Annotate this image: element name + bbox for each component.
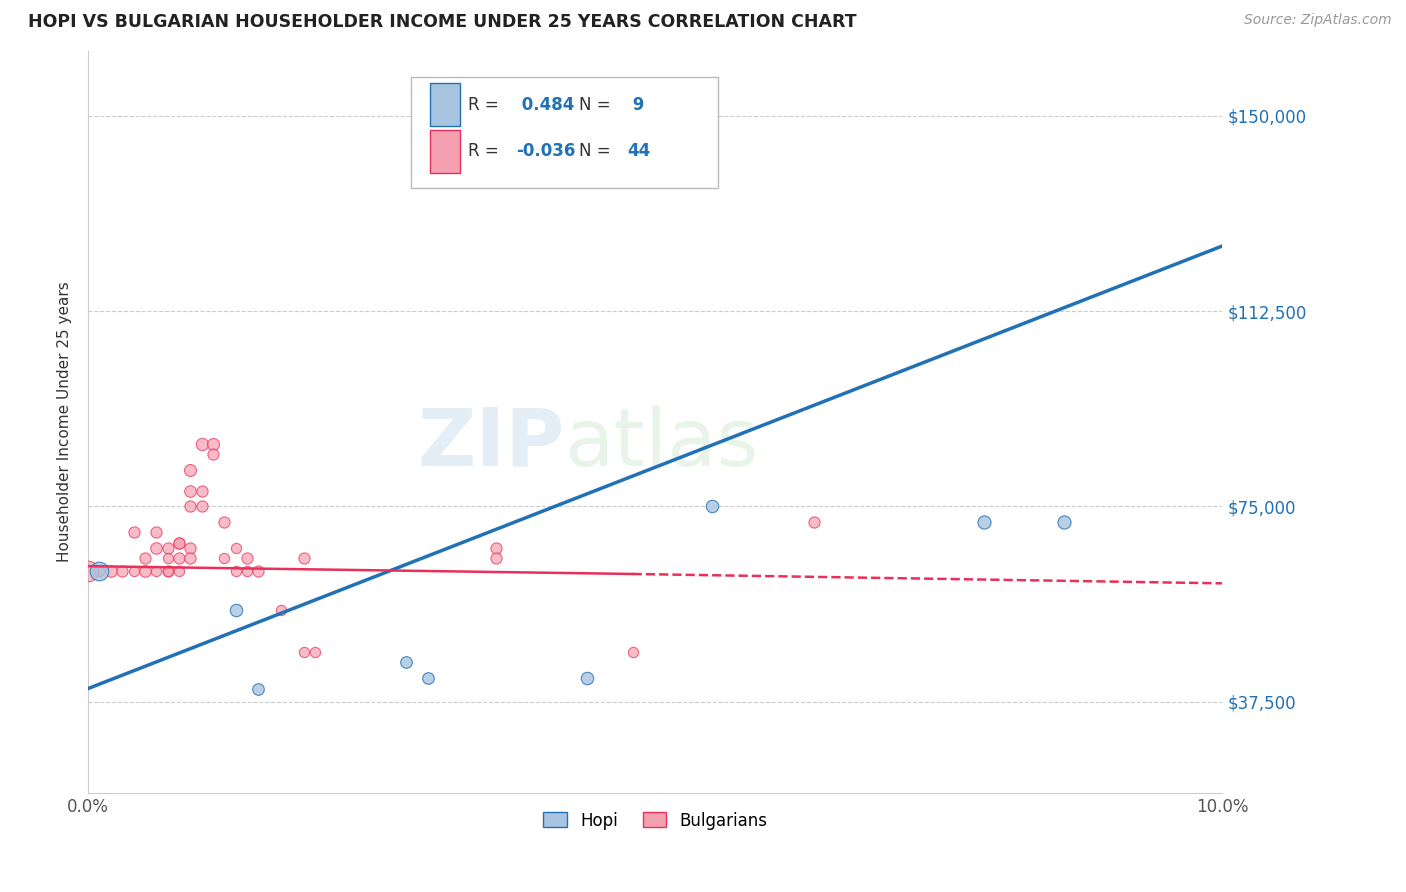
FancyBboxPatch shape	[430, 130, 460, 172]
Legend: Hopi, Bulgarians: Hopi, Bulgarians	[537, 805, 773, 837]
Text: R =: R =	[468, 143, 505, 161]
Point	[225, 565, 247, 579]
FancyBboxPatch shape	[430, 84, 460, 126]
FancyBboxPatch shape	[412, 77, 717, 188]
Text: 44: 44	[627, 143, 650, 161]
Point	[190, 437, 212, 451]
Point	[485, 541, 508, 555]
Point	[395, 656, 418, 670]
Point	[156, 541, 179, 555]
Point	[134, 551, 156, 566]
Text: atlas: atlas	[565, 405, 759, 483]
Point	[247, 565, 270, 579]
Point	[156, 551, 179, 566]
Point	[190, 500, 212, 514]
Point	[122, 565, 145, 579]
Text: R =: R =	[468, 95, 505, 113]
Point	[236, 551, 259, 566]
Point	[418, 671, 440, 685]
Point	[190, 483, 212, 498]
Point	[167, 535, 190, 549]
Point	[122, 525, 145, 540]
Point	[145, 525, 167, 540]
Point	[89, 565, 111, 579]
Point	[201, 447, 224, 461]
Point	[156, 565, 179, 579]
Text: N =: N =	[579, 95, 616, 113]
Point	[700, 500, 723, 514]
Point	[247, 681, 270, 696]
Point	[292, 645, 315, 659]
Text: -0.036: -0.036	[516, 143, 575, 161]
Point	[304, 645, 326, 659]
Point	[134, 565, 156, 579]
Point	[179, 551, 201, 566]
Point	[621, 645, 644, 659]
Point	[167, 551, 190, 566]
Text: N =: N =	[579, 143, 616, 161]
Point	[485, 551, 508, 566]
Point	[89, 565, 111, 579]
Point	[236, 565, 259, 579]
Point	[225, 541, 247, 555]
Point	[179, 541, 201, 555]
Point	[156, 565, 179, 579]
Point	[225, 603, 247, 617]
Point	[179, 463, 201, 477]
Point	[214, 551, 236, 566]
Point	[100, 565, 122, 579]
Point	[77, 565, 100, 579]
Point	[167, 565, 190, 579]
Text: HOPI VS BULGARIAN HOUSEHOLDER INCOME UNDER 25 YEARS CORRELATION CHART: HOPI VS BULGARIAN HOUSEHOLDER INCOME UND…	[28, 13, 856, 31]
Point	[167, 535, 190, 549]
Text: 9: 9	[627, 95, 644, 113]
Point	[973, 515, 995, 529]
Point	[179, 483, 201, 498]
Text: 0.484: 0.484	[516, 95, 574, 113]
Point	[576, 671, 599, 685]
Point	[201, 437, 224, 451]
Point	[179, 500, 201, 514]
Text: Source: ZipAtlas.com: Source: ZipAtlas.com	[1244, 13, 1392, 28]
Point	[292, 551, 315, 566]
Point	[803, 515, 825, 529]
Point	[111, 565, 134, 579]
Y-axis label: Householder Income Under 25 years: Householder Income Under 25 years	[58, 281, 72, 562]
Point	[145, 565, 167, 579]
Point	[270, 603, 292, 617]
Text: ZIP: ZIP	[418, 405, 565, 483]
Point	[1052, 515, 1074, 529]
Point	[214, 515, 236, 529]
Point	[145, 541, 167, 555]
